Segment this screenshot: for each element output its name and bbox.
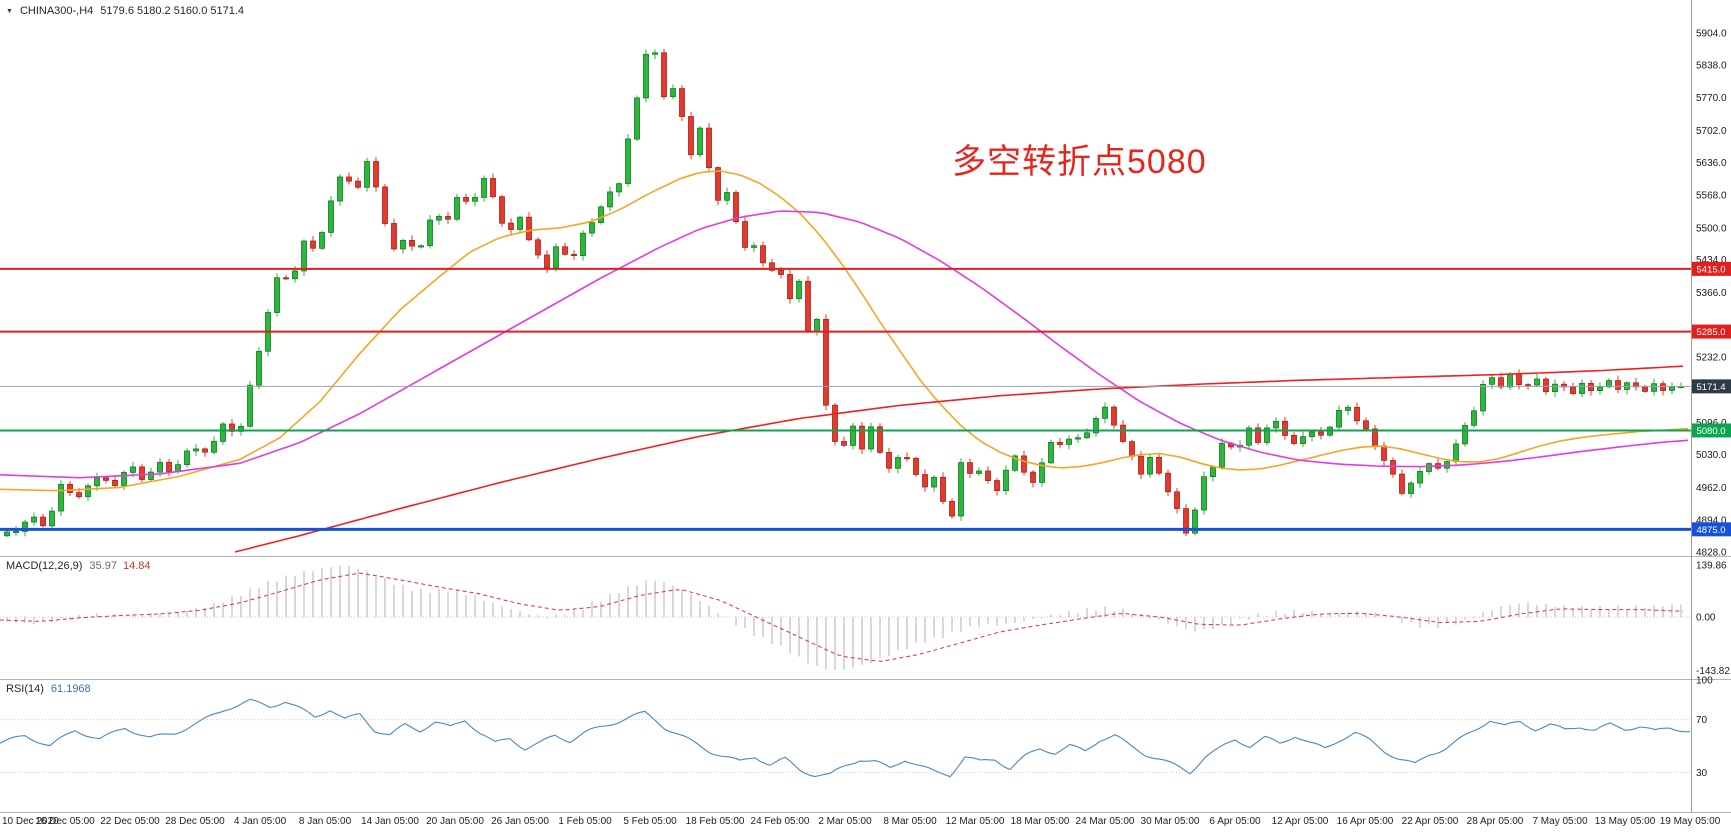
svg-text:4962.0: 4962.0 <box>1696 483 1727 494</box>
rsi-axis-tick: 70 <box>1696 715 1708 726</box>
svg-text:30 Mar 05:00: 30 Mar 05:00 <box>1141 816 1200 827</box>
svg-text:5636.0: 5636.0 <box>1696 158 1727 169</box>
ma-mid-magenta <box>0 210 1689 479</box>
svg-text:5 Feb 05:00: 5 Feb 05:00 <box>623 816 677 827</box>
macd-main-value: 35.97 <box>89 560 117 572</box>
price-axis-ticks[interactable]: 5904.0 5838.0 5770.0 5702.0 5636.0 5568.0 5500… <box>1696 29 1727 559</box>
svg-text:5500.0: 5500.0 <box>1696 223 1727 234</box>
svg-text:8 Mar 05:00: 8 Mar 05:00 <box>883 816 937 827</box>
rsi-axis-tick: 30 <box>1696 768 1708 779</box>
hline-price-tag <box>1692 324 1731 339</box>
svg-text:5838.0: 5838.0 <box>1696 60 1727 71</box>
hline-price-tag <box>1692 423 1731 438</box>
svg-text:13 May 05:00: 13 May 05:00 <box>1595 816 1656 827</box>
svg-text:5702.0: 5702.0 <box>1696 126 1727 137</box>
svg-text:4894.0: 4894.0 <box>1696 516 1727 527</box>
hline-price-tag <box>1692 522 1731 537</box>
svg-text:12 Mar 05:00: 12 Mar 05:00 <box>946 816 1005 827</box>
svg-text:5415.0: 5415.0 <box>1696 264 1725 275</box>
macd-label: MACD(12,26,9) 35.97 14.84 <box>6 560 150 572</box>
ma-fast-orange <box>0 170 1689 492</box>
macd-signal-value: 14.84 <box>122 560 151 572</box>
ma-slow-red <box>234 365 1684 553</box>
svg-text:24 Feb 05:00: 24 Feb 05:00 <box>751 816 810 827</box>
svg-text:1 Feb 05:00: 1 Feb 05:00 <box>558 816 612 827</box>
svg-text:8 Jan 05:00: 8 Jan 05:00 <box>299 816 352 827</box>
svg-text:28 Dec 05:00: 28 Dec 05:00 <box>165 816 225 827</box>
candlesticks[interactable] <box>4 48 1684 537</box>
svg-text:5080.0: 5080.0 <box>1696 426 1725 437</box>
svg-text:18 Feb 05:00: 18 Feb 05:00 <box>686 816 745 827</box>
svg-text:22 Dec 05:00: 22 Dec 05:00 <box>100 816 160 827</box>
svg-text:5366.0: 5366.0 <box>1696 288 1727 299</box>
annotation-text: 多空转折点5080 <box>952 143 1207 181</box>
svg-text:26 Jan 05:00: 26 Jan 05:00 <box>491 816 549 827</box>
rsi-line <box>0 698 1691 778</box>
svg-text:20 Jan 05:00: 20 Jan 05:00 <box>426 816 484 827</box>
svg-text:5030.0: 5030.0 <box>1696 450 1727 461</box>
svg-text:4 Jan 05:00: 4 Jan 05:00 <box>234 816 287 827</box>
rsi-name: RSI(14) <box>6 683 44 695</box>
svg-text:19 May 05:00: 19 May 05:00 <box>1660 816 1721 827</box>
macd-axis-tick: 0.00 <box>1696 613 1716 624</box>
svg-text:5904.0: 5904.0 <box>1696 29 1727 40</box>
svg-text:6 Apr 05:00: 6 Apr 05:00 <box>1209 816 1261 827</box>
svg-text:2 Mar 05:00: 2 Mar 05:00 <box>818 816 872 827</box>
svg-text:4828.0: 4828.0 <box>1696 548 1727 559</box>
rsi-label: RSI(14) 61.1968 <box>6 683 91 695</box>
svg-text:16 Apr 05:00: 16 Apr 05:00 <box>1337 816 1394 827</box>
svg-text:12 Apr 05:00: 12 Apr 05:00 <box>1272 816 1329 827</box>
chevron-down-icon[interactable]: ▼ <box>6 7 13 15</box>
svg-text:18 Mar 05:00: 18 Mar 05:00 <box>1011 816 1070 827</box>
svg-text:5171.4: 5171.4 <box>1696 382 1725 393</box>
macd-signal-line <box>0 572 1684 662</box>
symbol-name: CHINA300-,H4 <box>19 5 94 17</box>
macd-axis-tick: -143.82 <box>1696 666 1730 677</box>
svg-text:5434.0: 5434.0 <box>1696 255 1727 266</box>
rsi-axis-tick: 100 <box>1696 676 1713 687</box>
svg-text:5232.0: 5232.0 <box>1696 353 1727 364</box>
current-price-tag <box>1692 379 1731 394</box>
macd-name: MACD(12,26,9) <box>6 560 83 572</box>
svg-text:5770.0: 5770.0 <box>1696 93 1727 104</box>
macd-axis-tick: 139.86 <box>1696 561 1727 572</box>
svg-text:24 Mar 05:00: 24 Mar 05:00 <box>1076 816 1135 827</box>
rsi-value: 61.1968 <box>50 683 91 695</box>
svg-text:16 Dec 05:00: 16 Dec 05:00 <box>35 816 95 827</box>
macd-histogram[interactable] <box>6 565 1682 671</box>
svg-text:14 Jan 05:00: 14 Jan 05:00 <box>361 816 419 827</box>
symbol-ohlc-values: 5179.6 5180.2 5160.0 5171.4 <box>100 5 245 17</box>
svg-text:10 Dec 2020: 10 Dec 2020 <box>2 816 59 827</box>
svg-text:5285.0: 5285.0 <box>1696 327 1725 338</box>
svg-text:7 May 05:00: 7 May 05:00 <box>1532 816 1587 827</box>
symbol-header: ▼ CHINA300-,H4 5179.6 5180.2 5160.0 5171… <box>6 5 244 17</box>
svg-text:28 Apr 05:00: 28 Apr 05:00 <box>1467 816 1524 827</box>
svg-text:22 Apr 05:00: 22 Apr 05:00 <box>1402 816 1459 827</box>
svg-text:5568.0: 5568.0 <box>1696 191 1727 202</box>
svg-text:4875.0: 4875.0 <box>1696 525 1725 536</box>
hline-price-tag <box>1692 261 1731 276</box>
